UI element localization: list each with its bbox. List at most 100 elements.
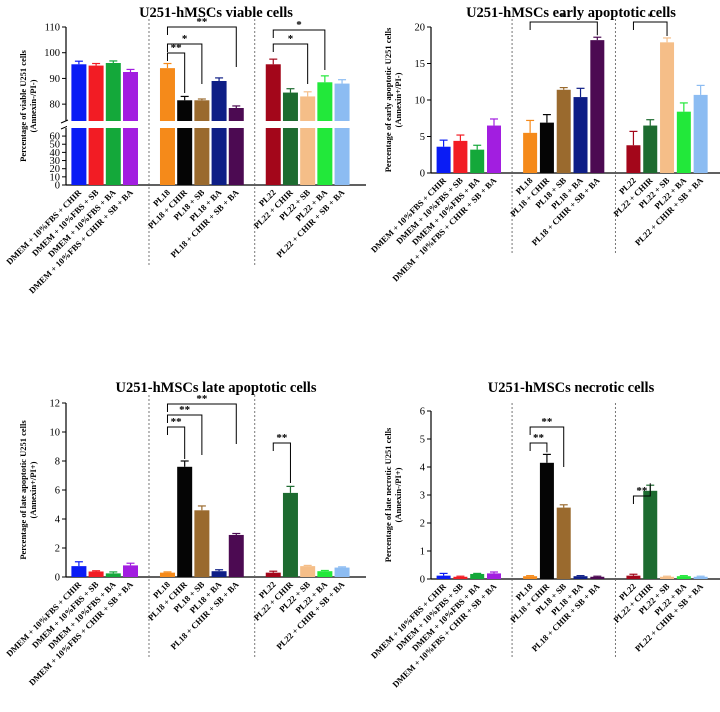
bar-13 xyxy=(317,571,333,577)
bar-11 xyxy=(643,490,658,579)
bar-break-gap xyxy=(122,121,139,128)
chart-title: U251-hMSCs early apoptotic cells xyxy=(466,5,676,21)
bar-10 xyxy=(626,575,641,579)
significance-label: * xyxy=(182,33,188,45)
y-axis-label-sub: (Annexin-/PI-) xyxy=(28,79,38,132)
significance-label: * xyxy=(296,19,302,31)
bar-9 xyxy=(590,576,605,579)
y-tick-label: 0 xyxy=(420,575,425,586)
y-tick-label: 0 xyxy=(55,573,60,584)
significance-bracket xyxy=(166,52,186,93)
bar-break-gap xyxy=(70,121,88,128)
bar-10 xyxy=(626,145,641,173)
significance-bracket xyxy=(529,442,548,453)
bar-4 xyxy=(487,125,501,173)
significance-label: * xyxy=(647,11,653,23)
bar-11 xyxy=(282,92,298,185)
y-tick-label: 12 xyxy=(50,399,61,410)
significance-label: ** xyxy=(541,416,553,428)
y-tick-label: 15 xyxy=(415,59,426,70)
significance-bracket xyxy=(632,483,651,504)
chart-title: U251-hMSCs viable cells xyxy=(139,5,293,21)
significance-label: ** xyxy=(171,416,183,428)
y-tick-label: 110 xyxy=(45,23,60,34)
y-axis-label: Percentage of late apoptotic U251 cells xyxy=(18,420,28,560)
x-tick-label: DMEM + 10%FBS + BA xyxy=(410,175,482,247)
bar-13 xyxy=(676,576,691,579)
significance-label: * xyxy=(561,11,567,23)
y-tick-label: 5 xyxy=(420,435,425,446)
significance-label: ** xyxy=(636,485,648,497)
bar-5 xyxy=(523,576,538,579)
bar-1 xyxy=(436,146,451,173)
y-tick-label: 40 xyxy=(50,148,61,159)
y-tick-label: 30 xyxy=(50,156,61,167)
y-tick-label: 10 xyxy=(415,96,426,107)
significance-bracket xyxy=(529,21,598,36)
y-tick-label: 10 xyxy=(50,172,61,183)
bar-break-gap xyxy=(104,121,122,128)
axis-break-mark xyxy=(60,125,69,130)
y-tick-label: 100 xyxy=(44,48,60,59)
significance-label: ** xyxy=(533,432,545,444)
bar-break-gap xyxy=(210,121,228,128)
chart-panel-1: U251-hMSCs viable cells Percentage of via… xyxy=(4,5,367,295)
y-tick-label: 4 xyxy=(420,463,426,474)
bar-break-gap xyxy=(316,121,334,128)
y-tick-label: 6 xyxy=(55,486,60,497)
significance-bracket xyxy=(272,43,309,84)
bar-5 xyxy=(159,572,175,577)
y-axis-label-sub: (Annexin-/PI+) xyxy=(393,467,403,522)
significance-label: ** xyxy=(171,42,183,54)
chart-panel-3: U251-hMSCs late apoptotic cells Percentag… xyxy=(4,380,366,687)
chart-title: U251-hMSCs late apoptotic cells xyxy=(116,380,317,396)
axis-break-mark xyxy=(60,119,69,124)
bar-9 xyxy=(228,534,244,577)
bar-break-gap xyxy=(281,121,299,128)
significance-label: ** xyxy=(276,432,288,444)
bar-5 xyxy=(523,132,538,173)
bar-14 xyxy=(334,83,350,185)
bar-8 xyxy=(211,81,227,185)
bar-break-gap xyxy=(264,121,282,128)
y-tick-label: 50 xyxy=(50,140,61,151)
bar-4 xyxy=(123,565,138,577)
significance-bracket xyxy=(529,426,565,467)
bar-7 xyxy=(556,507,571,579)
y-axis-label: Percentage of viable U251 cells xyxy=(18,49,28,161)
bar-3 xyxy=(470,149,485,173)
chart-panel-2: U251-hMSCs early apoptotic cells Percenta… xyxy=(369,5,720,283)
y-tick-label: 1 xyxy=(420,547,425,558)
bar-1 xyxy=(71,566,87,577)
significance-bracket xyxy=(632,21,668,36)
y-tick-label: 4 xyxy=(55,515,61,526)
significance-label: ** xyxy=(196,16,208,28)
bar-break-gap xyxy=(193,121,211,128)
y-tick-label: 10 xyxy=(50,428,61,439)
bar-7 xyxy=(194,510,210,577)
bar-break-gap xyxy=(227,121,245,128)
bar-3 xyxy=(105,573,121,577)
bar-1 xyxy=(436,575,451,579)
y-axis-label-sub: (Annexin+/PI+) xyxy=(28,461,38,518)
bar-8 xyxy=(211,571,227,577)
bar-6 xyxy=(177,100,193,185)
y-tick-label: 90 xyxy=(50,74,61,85)
bar-break-gap xyxy=(176,121,194,128)
significance-label: * xyxy=(288,33,294,45)
bar-4 xyxy=(123,72,138,185)
bar-6 xyxy=(539,122,554,173)
significance-bracket xyxy=(166,414,203,455)
y-axis-label: Percentage of early apoptotic U251 cells xyxy=(383,27,393,172)
bar-9 xyxy=(590,40,605,173)
y-tick-label: 3 xyxy=(420,491,425,502)
significance-label: ** xyxy=(179,404,191,416)
bar-6 xyxy=(177,466,193,577)
bar-10 xyxy=(265,572,281,577)
bar-2 xyxy=(453,576,468,579)
chart-title: U251-hMSCs necrotic cells xyxy=(488,380,655,396)
bar-13 xyxy=(317,82,333,185)
significance-label: ** xyxy=(196,393,208,405)
y-axis-label-sub: (Annexin+/PI-) xyxy=(393,72,403,127)
y-tick-label: 2 xyxy=(55,544,60,555)
